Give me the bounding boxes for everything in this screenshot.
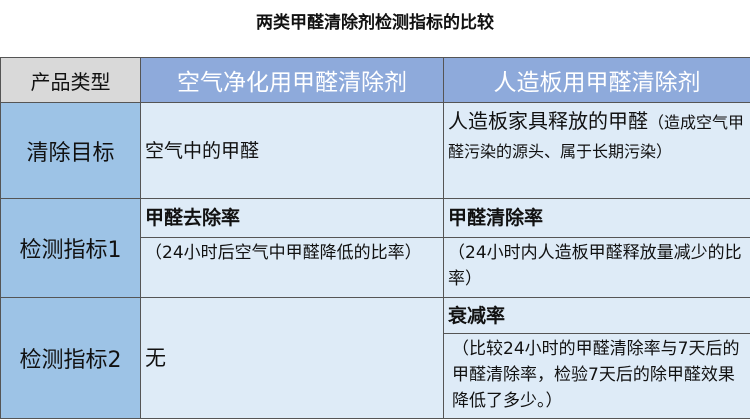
row-label-indicator-1: 检测指标1 — [0, 198, 141, 298]
header-product-type: 产品类型 — [0, 57, 141, 103]
table-title: 两类甲醛清除剂检测指标的比较 — [256, 13, 494, 33]
header-air-purifier-remover: 空气净化用甲醛清除剂 — [140, 57, 444, 103]
indicator1-board-title: 甲醛清除率 — [443, 198, 750, 238]
cell-target-air: 空气中的甲醛 — [140, 102, 444, 199]
row-label-target: 清除目标 — [0, 102, 141, 199]
header-board-remover: 人造板用甲醛清除剂 — [443, 57, 750, 103]
indicator1-air-title: 甲醛去除率 — [140, 198, 444, 238]
cell-target-board: 人造板家具释放的甲醛（造成空气甲醛污染的源头、属于长期污染） — [443, 102, 750, 199]
target-board-note: （造成空气甲醛污染的源头、属于长期污染） — [448, 113, 745, 161]
target-board-main: 人造板家具释放的甲醛 — [448, 109, 648, 133]
indicator2-board-title: 衰减率 — [443, 297, 750, 334]
indicator1-board-note: （24小时内人造板甲醛释放量减少的比率） — [443, 237, 750, 298]
indicator2-board-note: （比较24小时的甲醛清除率与7天后的甲醛清除率，检验7天后的除甲醛效果降低了多少… — [443, 333, 750, 419]
indicator2-air: 无 — [140, 297, 444, 419]
row-label-indicator-2: 检测指标2 — [0, 297, 141, 419]
indicator1-air-note: （24小时后空气中甲醛降低的比率） — [140, 237, 444, 298]
